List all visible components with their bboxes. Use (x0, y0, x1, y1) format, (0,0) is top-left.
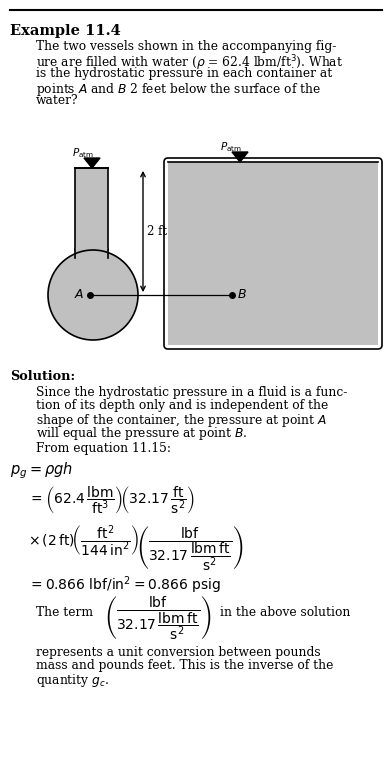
Text: shape of the container, the pressure at point $A$: shape of the container, the pressure at … (36, 412, 327, 429)
Text: quantity $g_c$.: quantity $g_c$. (36, 672, 109, 689)
Text: $B$: $B$ (237, 289, 247, 302)
Text: $\left(\dfrac{\mathrm{lbf}}{32.17\,\dfrac{\mathrm{lbm\,ft}}{\mathrm{s}^2}}\right: $\left(\dfrac{\mathrm{lbf}}{32.17\,\dfra… (105, 594, 211, 642)
Polygon shape (84, 158, 100, 168)
Text: $p_g = \rho g h$: $p_g = \rho g h$ (10, 460, 73, 480)
Bar (75, 168, 108, 248)
Text: will equal the pressure at point $B$.: will equal the pressure at point $B$. (36, 425, 248, 442)
Text: represents a unit conversion between pounds: represents a unit conversion between pou… (36, 646, 321, 659)
Circle shape (48, 250, 138, 340)
Text: $\times\,(2\,\mathrm{ft})\!\left(\dfrac{\mathrm{ft}^2}{144\,\mathrm{in}^2}\right: $\times\,(2\,\mathrm{ft})\!\left(\dfrac{… (28, 524, 243, 574)
Text: The two vessels shown in the accompanying fig-: The two vessels shown in the accompanyin… (36, 40, 336, 53)
Text: $P_\mathrm{atm}$: $P_\mathrm{atm}$ (72, 146, 94, 160)
Text: Since the hydrostatic pressure in a fluid is a func-: Since the hydrostatic pressure in a flui… (36, 386, 347, 399)
Text: $P_\mathrm{atm}$: $P_\mathrm{atm}$ (220, 140, 242, 154)
Text: points $A$ and $B$ 2 feet below the surface of the: points $A$ and $B$ 2 feet below the surf… (36, 81, 321, 98)
Text: $= 0.866\ \mathrm{lbf/in}^2 = 0.866\ \mathrm{psig}$: $= 0.866\ \mathrm{lbf/in}^2 = 0.866\ \ma… (28, 574, 221, 596)
Bar (168, 162, 378, 345)
Text: is the hydrostatic pressure in each container at: is the hydrostatic pressure in each cont… (36, 67, 332, 80)
Text: $A$: $A$ (74, 289, 84, 302)
Text: ure are filled with water ($\rho$ = 62.4 lbm/ft$^3$). What: ure are filled with water ($\rho$ = 62.4… (36, 54, 343, 73)
Text: $= \left(62.4\,\dfrac{\mathrm{lbm}}{\mathrm{ft}^3}\right)\!\left(32.17\,\dfrac{\: $= \left(62.4\,\dfrac{\mathrm{lbm}}{\mat… (28, 484, 195, 516)
Bar (75, 248, 108, 295)
Text: 2 ft: 2 ft (147, 225, 167, 238)
Text: water?: water? (36, 94, 79, 107)
Text: Example 11.4: Example 11.4 (10, 24, 121, 38)
Text: tion of its depth only and is independent of the: tion of its depth only and is independen… (36, 399, 328, 412)
Text: From equation 11.15:: From equation 11.15: (36, 442, 171, 455)
Text: mass and pounds feet. This is the inverse of the: mass and pounds feet. This is the invers… (36, 659, 333, 672)
Text: in the above solution: in the above solution (220, 605, 350, 618)
Text: The term: The term (36, 605, 93, 618)
Polygon shape (232, 152, 248, 162)
Text: Solution:: Solution: (10, 370, 75, 383)
